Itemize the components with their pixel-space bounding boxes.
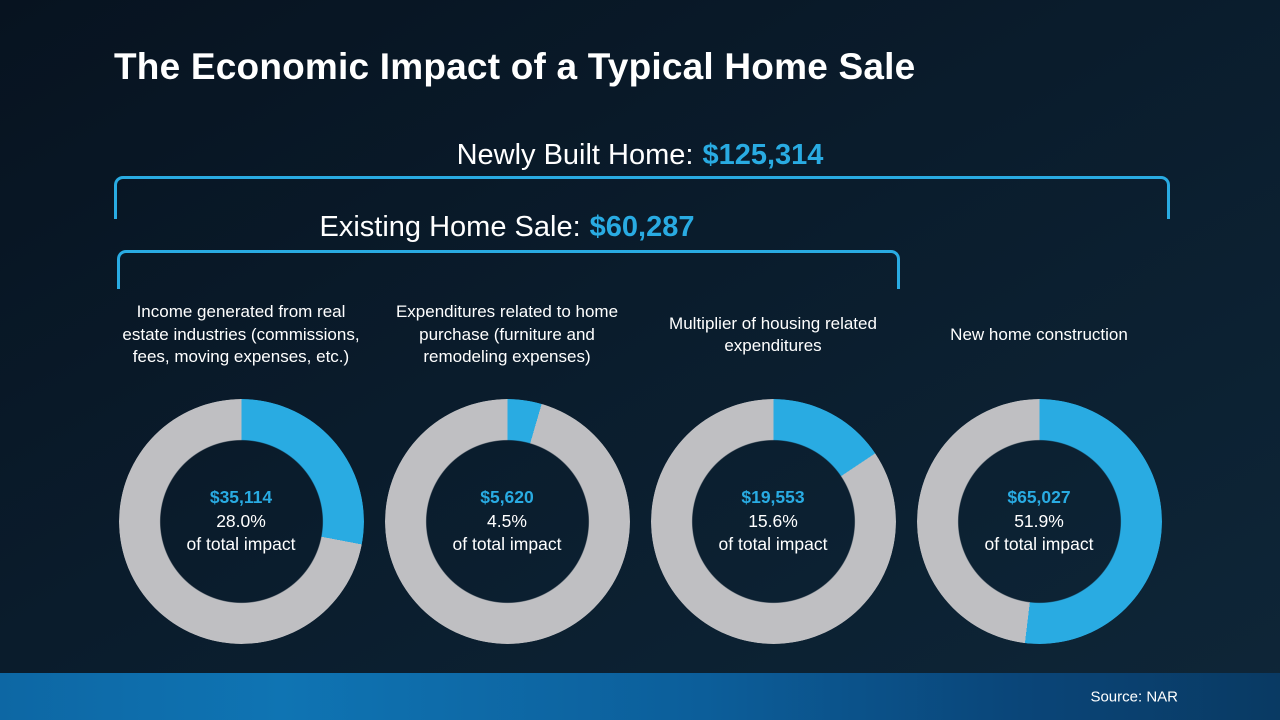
impact-columns: Income generated from real estate indust… bbox=[115, 283, 1165, 644]
existing-sale-total: Existing Home Sale: $60,287 bbox=[118, 211, 896, 244]
donut-caption: of total impact bbox=[452, 534, 562, 555]
column-multiplier: Multiplier of housing related expenditur… bbox=[647, 283, 899, 644]
donut-percent: 15.6% bbox=[748, 510, 798, 531]
column-construction: New home construction $65,027 51.9% of t… bbox=[913, 283, 1165, 644]
donut-center-income: $35,114 28.0% of total impact bbox=[119, 399, 364, 644]
donut-percent: 51.9% bbox=[1014, 510, 1064, 531]
donut-percent: 4.5% bbox=[487, 510, 527, 531]
newly-built-bracket bbox=[114, 176, 1170, 219]
donut-value: $35,114 bbox=[209, 487, 273, 508]
page-title: The Economic Impact of a Typical Home Sa… bbox=[114, 46, 916, 87]
donut-value: $19,553 bbox=[741, 487, 805, 508]
column-income-label: Income generated from real estate indust… bbox=[122, 302, 360, 367]
donut-ring-construction bbox=[916, 399, 1162, 644]
donut-chart-construction: $65,027 51.9% of total impact bbox=[916, 399, 1162, 644]
donut-ring-multiplier bbox=[650, 399, 896, 644]
donut-center-expenditures: $5,620 4.5% of total impact bbox=[385, 399, 630, 644]
donut-ring-expenditures bbox=[384, 399, 630, 644]
column-multiplier-label: Multiplier of housing related expenditur… bbox=[669, 313, 877, 355]
donut-caption: of total impact bbox=[984, 534, 1094, 555]
column-expenditures: Expenditures related to home purchase (f… bbox=[381, 283, 633, 644]
donut-chart-multiplier: $19,553 15.6% of total impact bbox=[650, 399, 896, 644]
newly-built-label: Newly Built Home: bbox=[456, 139, 694, 171]
donut-chart-income: $35,114 28.0% of total impact bbox=[118, 399, 364, 644]
donut-value: $5,620 bbox=[480, 487, 534, 508]
source-credit: Source: NAR bbox=[1090, 688, 1178, 705]
donut-center-construction: $65,027 51.9% of total impact bbox=[917, 399, 1162, 644]
donut-chart-expenditures: $5,620 4.5% of total impact bbox=[384, 399, 630, 644]
existing-sale-label: Existing Home Sale: bbox=[319, 211, 581, 243]
donut-center-multiplier: $19,553 15.6% of total impact bbox=[651, 399, 896, 644]
column-expenditures-label: Expenditures related to home purchase (f… bbox=[395, 302, 619, 367]
newly-built-total: Newly Built Home: $125,314 bbox=[0, 139, 1280, 172]
donut-caption: of total impact bbox=[718, 534, 828, 555]
donut-value: $65,027 bbox=[1007, 487, 1071, 508]
existing-sale-bracket bbox=[117, 250, 900, 289]
footer-bar: Source: NAR bbox=[0, 673, 1280, 720]
column-construction-label: New home construction bbox=[950, 324, 1128, 344]
donut-percent: 28.0% bbox=[216, 510, 266, 531]
donut-ring-income bbox=[118, 399, 364, 644]
newly-built-value: $125,314 bbox=[702, 139, 824, 171]
column-income: Income generated from real estate indust… bbox=[115, 283, 367, 644]
donut-caption: of total impact bbox=[186, 534, 296, 555]
existing-sale-value: $60,287 bbox=[589, 211, 695, 243]
